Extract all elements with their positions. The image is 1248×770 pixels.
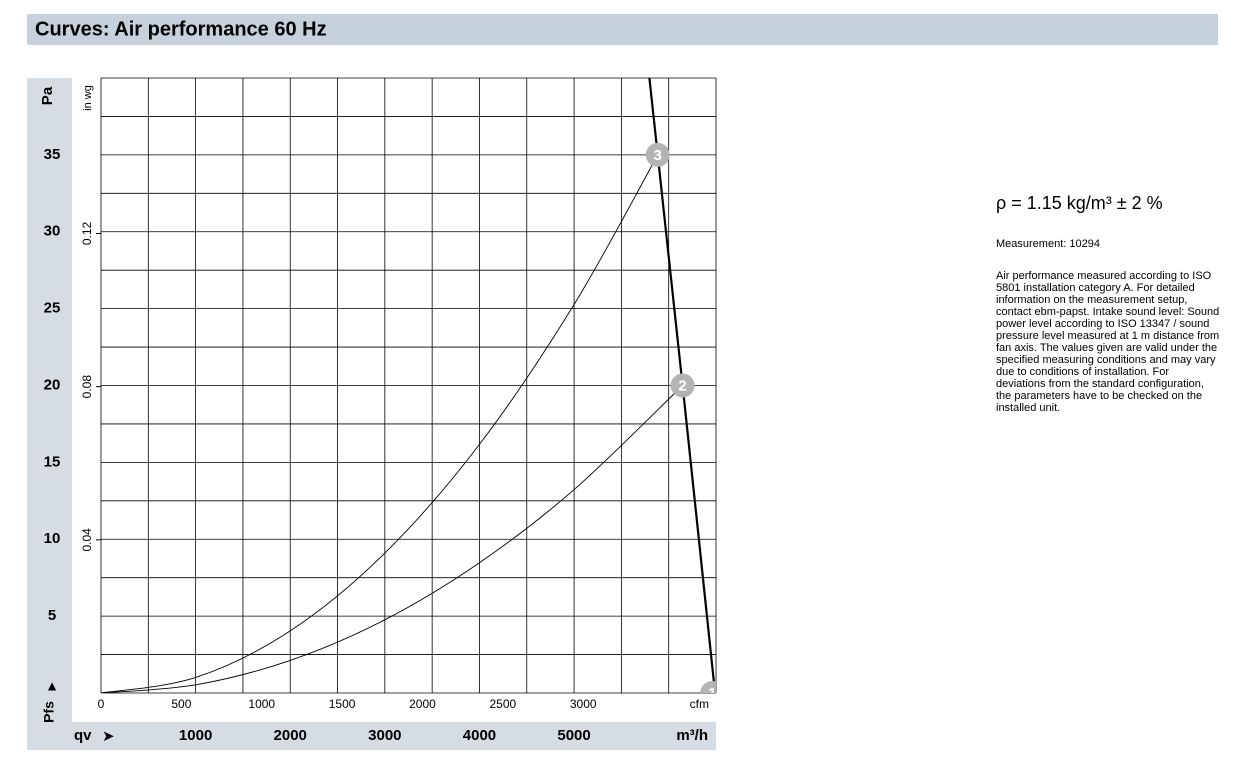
- x-tick-label: 5000: [557, 727, 590, 744]
- header-bar: [27, 14, 1218, 45]
- x2-tick-label: 3000: [570, 697, 597, 711]
- y-tick-label: 20: [44, 376, 61, 393]
- operating-point-label: 3: [654, 147, 662, 164]
- x2-unit: cfm: [690, 697, 709, 711]
- x-tick-label: 1000: [179, 727, 212, 744]
- axis-labels: 5 10 15 20 25 30 35 0.04 0.08 0.12 1000 2000 3000 400…: [44, 146, 597, 744]
- x-unit: m³/h: [676, 727, 708, 744]
- measurement: Measurement: 10294: [996, 238, 1100, 250]
- chart-title: Curves: Air performance 60 Hz: [35, 18, 327, 40]
- y-tick-label: 5: [48, 607, 56, 624]
- y-tick-label: 10: [44, 530, 61, 547]
- y2-tick-label: 0.12: [80, 221, 94, 245]
- y-tick-label: 25: [44, 300, 61, 317]
- x-tick-label: 2000: [274, 727, 307, 744]
- x-tick-label: 3000: [368, 727, 401, 744]
- plot-area: [101, 78, 716, 693]
- operating-point: [645, 142, 670, 167]
- x2-tick-label: 0: [98, 697, 105, 711]
- operating-point-label: 1: [708, 685, 716, 702]
- y-unit: Pa: [39, 86, 56, 105]
- y2-unit: in wg: [82, 85, 94, 111]
- operating-point: [700, 681, 716, 693]
- x2-tick-label: 1000: [248, 697, 275, 711]
- y-tick-label: 15: [44, 453, 61, 470]
- x-arrow: ➤: [102, 728, 115, 745]
- operating-point: [670, 373, 695, 398]
- y-tick-label: 30: [44, 223, 61, 240]
- note: Air performance measured according to IS…: [996, 270, 1220, 414]
- curve: [101, 154, 659, 693]
- grid: [100, 77, 717, 694]
- x2-tick-label: 1500: [329, 697, 356, 711]
- operating-point-label: 2: [678, 377, 686, 394]
- x2-tick-label: 500: [171, 697, 191, 711]
- y-label: Pfs: [41, 701, 57, 723]
- y2-tick-label: 0.04: [80, 528, 94, 552]
- curve: [648, 78, 716, 693]
- y-axis-band: [27, 78, 72, 750]
- y2-tick-label: 0.08: [80, 375, 94, 399]
- density: ρ = 1.15 kg/m³ ± 2 %: [996, 193, 1163, 213]
- x2-tick-label: 2000: [409, 697, 436, 711]
- y-tick-label: 35: [44, 146, 61, 163]
- x2-tick-label: 2500: [490, 697, 517, 711]
- curve: [101, 385, 683, 693]
- x-tick-label: 4000: [463, 727, 496, 744]
- y-arrow: ▲: [45, 678, 59, 694]
- x-label: qv: [74, 727, 92, 744]
- operating-points: 1 2 3: [645, 142, 716, 702]
- x-axis-band: [27, 722, 716, 750]
